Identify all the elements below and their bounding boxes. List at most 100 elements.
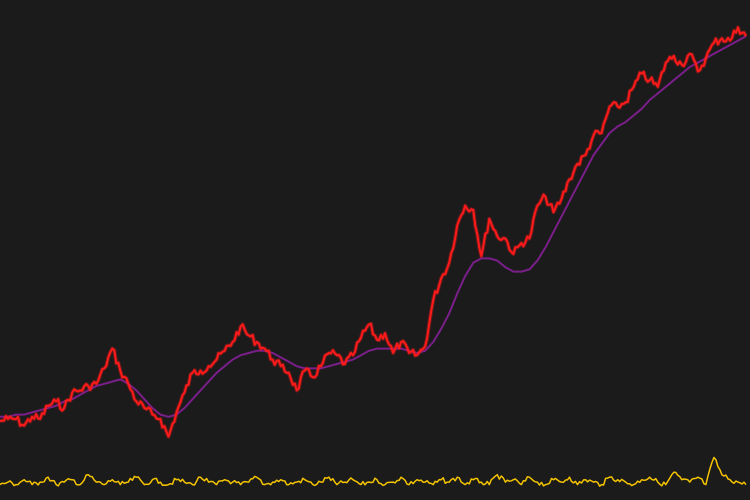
price-point [87, 385, 89, 387]
price-point [95, 383, 97, 385]
price-point [480, 255, 482, 257]
price-point [127, 383, 129, 385]
price-point [464, 205, 466, 207]
price-point [224, 350, 226, 352]
price-point [184, 392, 186, 394]
price-point [111, 348, 113, 350]
price-point [408, 352, 410, 354]
price-point [15, 418, 17, 420]
price-point [103, 367, 105, 369]
price-point [256, 341, 258, 343]
price-point [376, 339, 378, 341]
price-point [609, 106, 611, 108]
price-line [0, 26, 747, 438]
price-point [729, 40, 731, 42]
price-point [63, 407, 65, 409]
price-point [47, 405, 49, 407]
price-point [689, 53, 691, 55]
price-point [456, 224, 458, 226]
price-point [496, 235, 498, 237]
price-point [520, 242, 522, 244]
price-point [384, 332, 386, 334]
price-point [200, 370, 202, 372]
price-point [593, 134, 595, 136]
price-point [304, 370, 306, 372]
price-point [705, 57, 707, 59]
price-point [617, 106, 619, 108]
price-point [71, 392, 73, 394]
price-point [79, 389, 81, 391]
price-point [440, 277, 442, 279]
price-point [697, 70, 699, 72]
price-point [561, 198, 563, 200]
price-point [296, 389, 298, 391]
price-point [320, 365, 322, 367]
price-point [280, 365, 282, 367]
price-point [368, 323, 370, 325]
price-point [135, 400, 137, 402]
price-point [312, 376, 314, 378]
price-point [585, 154, 587, 156]
price-point [536, 205, 538, 207]
price-point [665, 62, 667, 64]
price-point [512, 253, 514, 255]
price-point [168, 436, 170, 438]
price-point [625, 101, 627, 103]
price-point [649, 79, 651, 81]
price-point [151, 414, 153, 416]
price-point [288, 372, 290, 374]
price-point [264, 348, 266, 350]
price-point [488, 218, 490, 220]
price-point [432, 299, 434, 301]
price-point [504, 238, 506, 240]
price-point [721, 37, 723, 39]
price-point [673, 55, 675, 57]
price-point [31, 416, 33, 418]
price-point [392, 352, 394, 354]
price-point [39, 418, 41, 420]
price-point [328, 352, 330, 354]
price-point [601, 132, 603, 134]
price-point [192, 372, 194, 374]
price-point [577, 163, 579, 165]
price-point [336, 354, 338, 356]
price-point [208, 365, 210, 367]
price-point [248, 334, 250, 336]
price-point [745, 35, 747, 37]
moving-average-line [0, 35, 747, 418]
price-point [416, 354, 418, 356]
price-point [119, 370, 121, 372]
price-point [633, 86, 635, 88]
price-point [272, 359, 274, 361]
price-point [159, 418, 161, 420]
price-point [528, 238, 530, 240]
price-point [232, 341, 234, 343]
price-point [23, 425, 25, 427]
price-point [344, 363, 346, 365]
price-point [55, 400, 57, 402]
price-point [240, 326, 242, 328]
price-layer [0, 25, 748, 439]
volume-layer [0, 456, 747, 487]
price-point [657, 86, 659, 88]
price-point [553, 211, 555, 213]
price-point [472, 209, 474, 211]
price-point [352, 354, 354, 356]
volume-line [0, 456, 747, 487]
price-point [400, 341, 402, 343]
price-point [448, 262, 450, 264]
price-point [737, 26, 739, 28]
price-point [641, 73, 643, 75]
price-point [143, 407, 145, 409]
price-point [545, 196, 547, 198]
price-point [360, 337, 362, 339]
price-point [424, 345, 426, 347]
price-point [7, 418, 9, 420]
price-point [681, 64, 683, 66]
price-point [569, 178, 571, 180]
price-point [713, 42, 715, 44]
price-point [176, 411, 178, 413]
